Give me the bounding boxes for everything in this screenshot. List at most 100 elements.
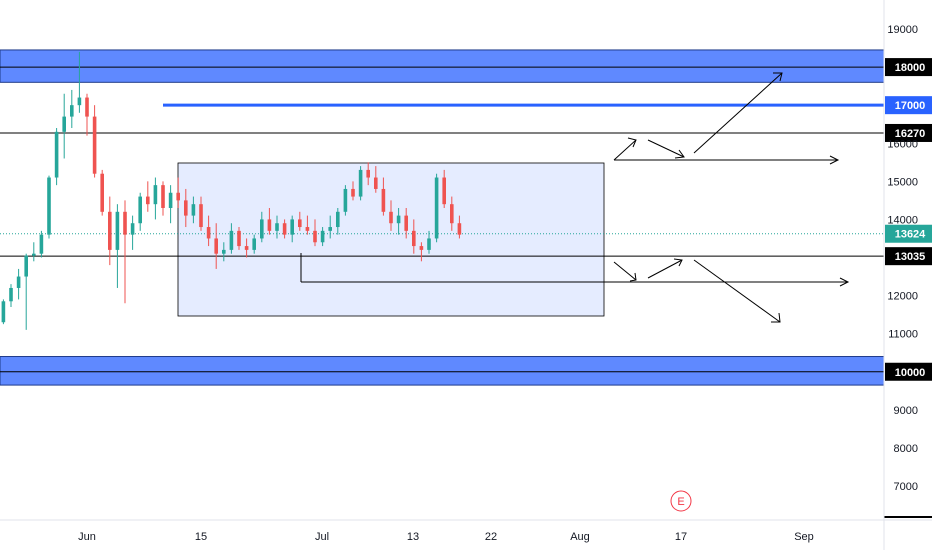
price-badge-17000 [885, 96, 932, 115]
candle-body-68 [358, 169, 363, 197]
bull-path-1 [613, 139, 637, 161]
x-tick-Jun: Jun [78, 531, 96, 543]
candle-body-57 [275, 223, 279, 231]
candle-body-24 [24, 255, 28, 277]
candle-body-21 [1, 301, 6, 323]
candle-body-26 [39, 234, 44, 254]
candle-body-67 [351, 188, 355, 197]
arrowhead [673, 258, 683, 267]
candle-body-36 [115, 211, 120, 250]
candle-body-32 [85, 97, 89, 117]
price-badge-label-17000: 17000 [895, 100, 926, 112]
candle-body-42 [161, 185, 165, 208]
candle-body-43 [168, 192, 173, 208]
price-badge-18000 [885, 58, 932, 77]
candle-body-64 [328, 227, 332, 231]
y-tick-14000: 14000 [887, 214, 918, 226]
arrowhead [771, 312, 781, 323]
price-badge-10000 [885, 362, 932, 381]
x-tick-Jul: Jul [315, 531, 329, 543]
candle-body-37 [123, 211, 127, 235]
arrowhead [829, 155, 840, 165]
earnings-marker-label: E [677, 496, 684, 508]
arrowhead [839, 277, 850, 287]
candle-body-27 [47, 177, 51, 235]
price-badge-label-13624: 13624 [895, 229, 926, 241]
candle-body-22 [9, 287, 13, 302]
candle-body-23 [16, 276, 21, 288]
candle-body-81 [457, 223, 462, 235]
candle-body-53 [244, 246, 249, 250]
candle-body-74 [404, 215, 408, 231]
bear-path-3 [693, 259, 781, 323]
bear-path-2 [647, 259, 683, 279]
candle-body-79 [442, 177, 446, 205]
candle-body-65 [336, 211, 340, 228]
candle-body-49 [214, 238, 218, 254]
candles-layer [1, 51, 462, 330]
projection-arrows[interactable] [300, 72, 850, 323]
price-badge-label-10000: 10000 [895, 367, 926, 379]
price-badge-label-16270: 16270 [895, 128, 926, 140]
x-tick-22: 22 [485, 531, 497, 543]
candle-body-41 [153, 185, 158, 205]
candle-body-66 [343, 188, 348, 212]
arrowhead [627, 137, 637, 148]
candle-body-45 [184, 200, 188, 216]
candle-body-76 [419, 246, 424, 250]
time-axis[interactable]: Jun 15 Jul 13 22 Aug 17 Sep [78, 531, 814, 543]
earnings-marker[interactable]: E [670, 490, 692, 512]
price-badge-label-13035: 13035 [895, 251, 926, 263]
candle-body-34 [100, 173, 104, 212]
candle-body-77 [427, 238, 431, 250]
candle-body-70 [374, 177, 378, 189]
candle-body-51 [229, 230, 234, 250]
zone-0[interactable] [0, 49, 885, 83]
candle-body-80 [450, 204, 454, 224]
candle-body-48 [206, 227, 211, 239]
candle-body-30 [70, 105, 74, 117]
candle-body-40 [146, 196, 150, 205]
candle-body-39 [138, 196, 142, 224]
price-badge-13624 [885, 224, 932, 243]
candle-body-63 [320, 230, 325, 243]
arrowhead [674, 149, 685, 159]
candle-body-69 [366, 169, 370, 178]
candle-body-44 [176, 192, 180, 201]
candle-body-73 [396, 215, 401, 224]
x-tick-13: 13 [407, 531, 419, 543]
price-badge-13035 [885, 247, 932, 266]
candle-body-59 [290, 219, 294, 235]
range-box[interactable] [177, 162, 605, 317]
candle-body-38 [130, 223, 135, 235]
y-tick-9000: 9000 [894, 405, 918, 417]
candle-body-56 [267, 219, 272, 231]
y-tick-19000: 19000 [887, 24, 918, 36]
arrowhead [629, 272, 637, 282]
levels-layer [0, 103, 884, 257]
y-tick-8000: 8000 [894, 443, 918, 455]
candle-body-33 [92, 116, 97, 174]
candle-body-31 [77, 97, 82, 106]
price-badge-16270 [885, 123, 932, 142]
x-tick-17: 17 [675, 531, 687, 543]
candle-body-29 [62, 116, 66, 132]
zone-1[interactable] [0, 356, 885, 386]
candle-body-61 [305, 227, 310, 231]
bull-path-2 [647, 139, 685, 158]
candle-body-55 [260, 219, 264, 239]
price-badge-label-18000: 18000 [895, 62, 926, 74]
candle-body-50 [222, 249, 226, 254]
candle-body-25 [32, 253, 36, 256]
candle-body-62 [313, 230, 317, 243]
candle-body-54 [252, 238, 256, 250]
arrowhead [773, 72, 783, 82]
y-tick-12000: 12000 [887, 291, 918, 303]
candle-body-46 [191, 204, 196, 216]
candle-body-75 [412, 230, 416, 247]
candle-body-47 [199, 204, 203, 228]
bull-path-3 [693, 72, 783, 154]
candle-body-28 [54, 131, 59, 178]
